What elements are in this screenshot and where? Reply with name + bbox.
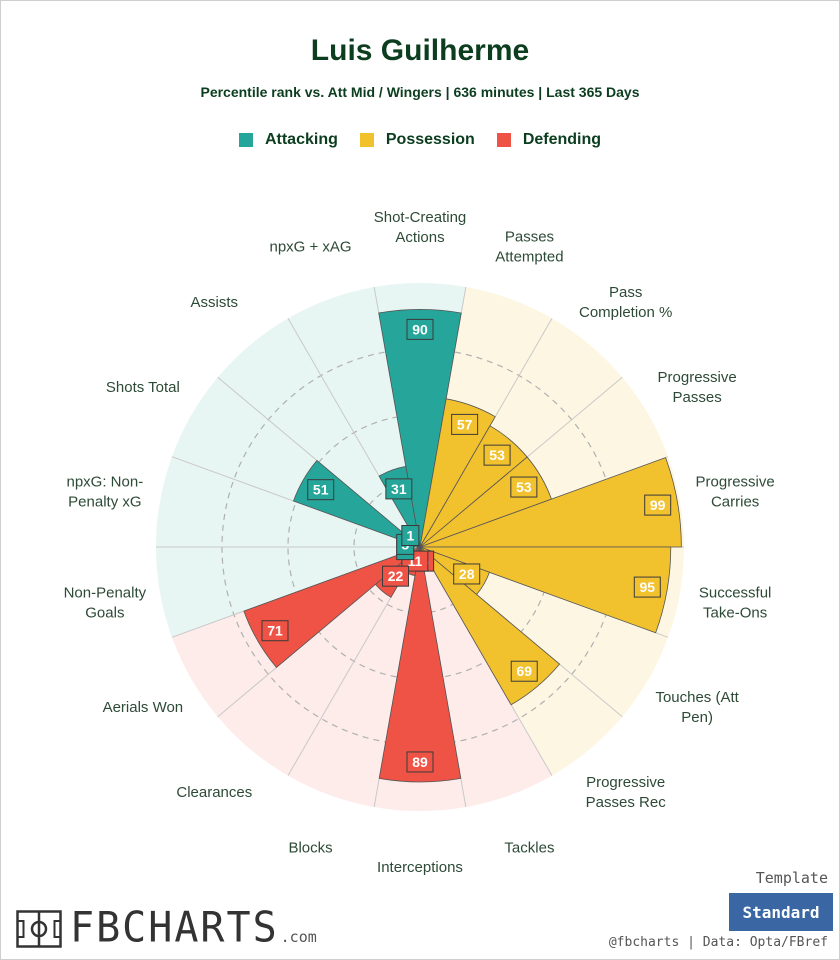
logo-text: FBCHARTS [70, 903, 279, 953]
value-label-shots-total: 51 [313, 482, 329, 498]
value-box-npxg-xag [385, 478, 413, 500]
category-label-passes-attempted: Passes Attempted [495, 228, 563, 265]
background-sector-blocks [288, 547, 420, 807]
category-label-shots-total: Shots Total [106, 379, 180, 396]
value-label-shot-creating-actions: 90 [412, 321, 428, 337]
bar-progressive-carries [419, 457, 682, 548]
legend: Attacking Possession Defending [0, 131, 840, 149]
legend-swatch-defending [496, 133, 511, 147]
value-label-pass-completion: 53 [489, 447, 505, 463]
background-sector-touches-att-pen [420, 547, 669, 717]
value-label-interceptions: 89 [412, 754, 428, 770]
value-box-shots-total [307, 479, 335, 501]
category-label-assists: Assists [191, 294, 239, 311]
value-label-successful-take-ons: 95 [640, 579, 656, 595]
value-box-shot-creating-actions [406, 318, 434, 340]
value-box-touches-att-pen [453, 563, 481, 585]
background-sector-non-penalty-goals [156, 547, 420, 638]
value-label-aerials-won: 71 [267, 623, 283, 639]
value-box-progressive-passes [510, 476, 538, 498]
background-sector-clearances [217, 547, 420, 776]
category-label-clearances: Clearances [176, 784, 252, 801]
logo-suffix: .com [280, 928, 317, 946]
category-label-non-penalty-goals: Non-Penalty Goals [64, 585, 147, 622]
value-label-passes-attempted: 57 [457, 416, 473, 432]
legend-label-possession: Possession [385, 131, 475, 148]
legend-item-attacking: Attacking [238, 131, 338, 149]
pitch-icon [16, 910, 62, 948]
category-label-aerials-won: Aerials Won [103, 699, 184, 716]
value-box-assists [401, 525, 420, 547]
value-label-assists: 1 [406, 528, 414, 544]
background-sector-tackles [420, 547, 552, 807]
value-box-progressive-carries [644, 494, 672, 516]
legend-label-defending: Defending [522, 131, 602, 148]
value-box-pass-completion [483, 444, 511, 466]
category-label-touches-att-pen: Touches (Att Pen) [655, 689, 739, 726]
credits: @fbcharts | Data: Opta/FBref [608, 935, 828, 950]
bar-successful-take-ons [419, 546, 672, 634]
value-box-passes-attempted [451, 413, 479, 435]
value-label-npxg-xag: 31 [391, 481, 407, 497]
legend-swatch-possession [359, 133, 374, 147]
legend-label-attacking: Attacking [264, 131, 338, 148]
value-box-clearances [382, 565, 410, 587]
chart-subtitle: Percentile rank vs. Att Mid / Wingers | … [200, 84, 640, 100]
category-label-interceptions: Interceptions [377, 859, 463, 876]
value-label-touches-att-pen: 28 [459, 566, 475, 582]
category-label-shot-creating-actions: Shot-Creating Actions [374, 209, 467, 246]
legend-item-possession: Possession [359, 131, 475, 149]
value-box-interceptions [406, 751, 434, 773]
category-label-npxg-xag: npxG + xAG [269, 238, 351, 255]
value-box-successful-take-ons [633, 576, 661, 598]
category-label-npxg-non-penalty-xg: npxG: Non-Penalty xG [67, 473, 144, 510]
category-label-pass-completion: Pass Completion % [579, 284, 672, 321]
fbcharts-logo: FBCHARTS .com [16, 903, 317, 953]
category-label-tackles: Tackles [504, 840, 554, 857]
legend-swatch-attacking [238, 133, 253, 147]
value-label-progressive-passes: 53 [516, 479, 532, 495]
category-label-progressive-carries: Progressive Carries [696, 473, 775, 510]
bar-shot-creating-actions [378, 309, 462, 548]
template-label: Template [755, 869, 828, 887]
bar-interceptions [378, 546, 462, 783]
value-box-aerials-won [261, 620, 289, 642]
legend-item-defending: Defending [496, 131, 602, 149]
category-label-blocks: Blocks [288, 840, 332, 857]
background-sector-npxg-non-penalty-xg [156, 456, 420, 547]
category-label-successful-take-ons: Successful Take-Ons [699, 585, 772, 622]
value-label-progressive-passes-rec: 69 [516, 663, 532, 679]
value-label-progressive-carries: 99 [650, 497, 666, 513]
value-box-progressive-passes-rec [510, 660, 538, 682]
value-label-clearances: 22 [388, 568, 404, 584]
template-select-button[interactable]: Standard [729, 893, 833, 931]
category-label-progressive-passes: Progressive Passes [658, 369, 737, 406]
category-label-progressive-passes-rec: Progressive Passes Rec [586, 774, 667, 811]
chart-title: Luis Guilherme [310, 34, 530, 67]
bar-passes-attempted [419, 398, 496, 548]
background-sector-assists [217, 318, 420, 547]
